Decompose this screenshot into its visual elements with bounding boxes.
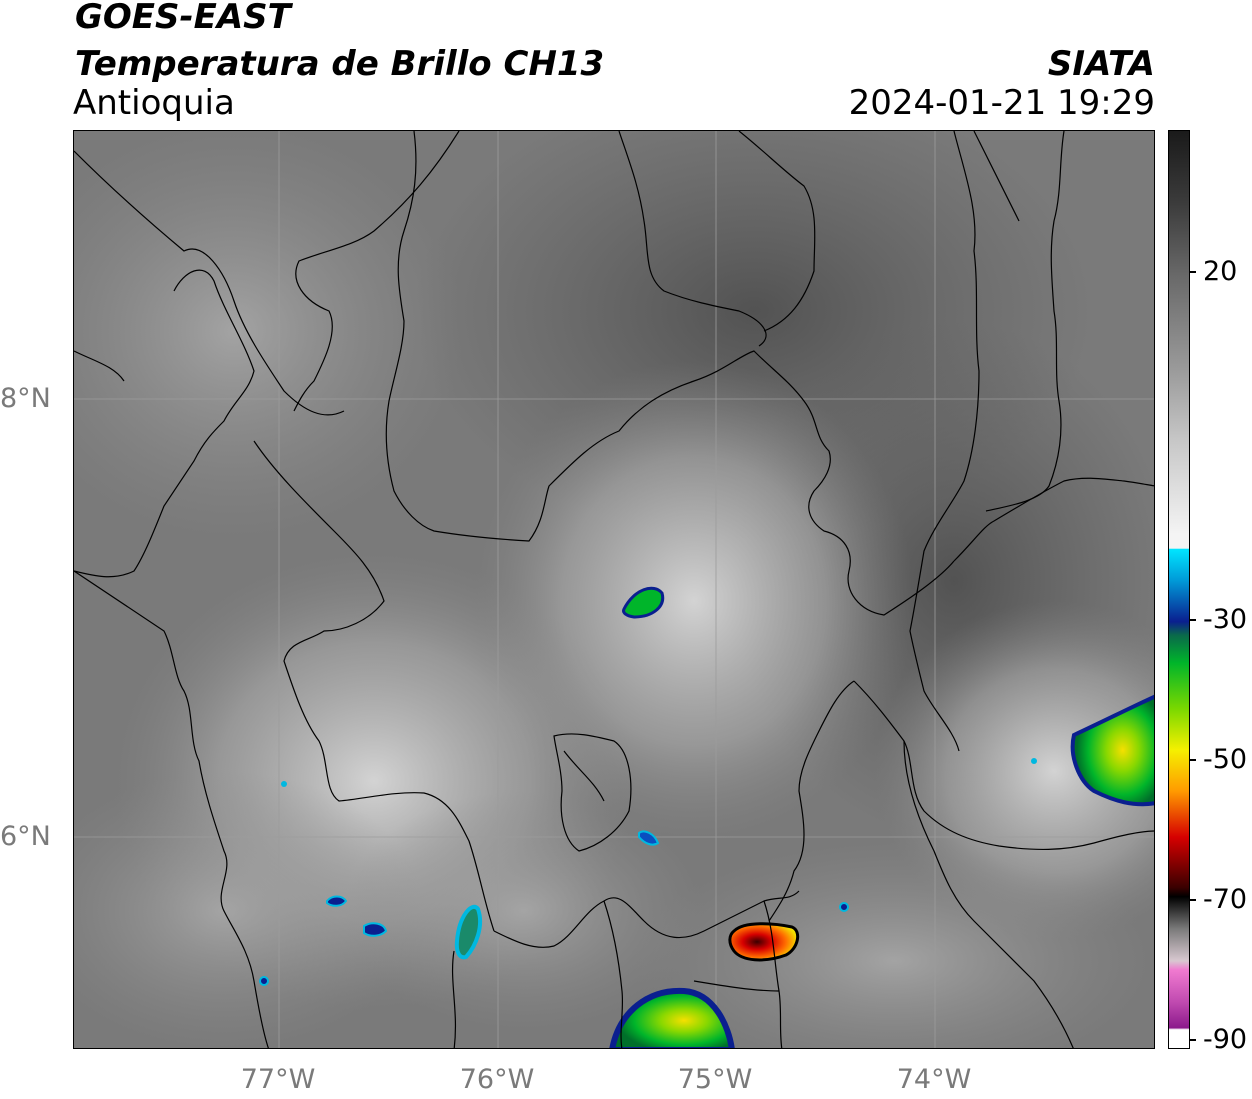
lon-label-74w: 74°W: [896, 1064, 972, 1095]
agency-label: SIATA: [1047, 44, 1155, 84]
lat-label-6n: 6°N: [0, 821, 51, 852]
colorbar-label-20: 20: [1203, 256, 1238, 287]
colorbar-tick: [1189, 899, 1196, 901]
lon-label-76w: 76°W: [459, 1064, 535, 1095]
satellite-map: [73, 130, 1155, 1049]
boundaries: [74, 131, 1154, 1048]
datetime-label: 2024-01-21 19:29: [848, 83, 1155, 123]
product-title: Temperatura de Brillo CH13: [75, 44, 605, 84]
colorbar-label-minus30: -30: [1203, 604, 1248, 635]
lon-label-77w: 77°W: [240, 1064, 316, 1095]
lon-label-75w: 75°W: [677, 1064, 753, 1095]
satellite-title: GOES-EAST: [75, 0, 291, 37]
brightness-temperature-field: [74, 131, 1154, 1048]
temperature-colorbar: [1168, 130, 1190, 1049]
colorbar-label-minus70: -70: [1203, 884, 1248, 915]
colorbar-tick: [1189, 619, 1196, 621]
colorbar-label-minus90: -90: [1203, 1024, 1248, 1055]
colorbar-tick: [1189, 271, 1196, 273]
convective-cells: [259, 586, 1154, 1048]
region-label: Antioquia: [73, 83, 235, 123]
colorbar-tick: [1189, 1039, 1196, 1041]
graticule: [74, 131, 1154, 1048]
colorbar-label-minus50: -50: [1203, 744, 1248, 775]
colorbar-tick: [1189, 759, 1196, 761]
lat-label-8n: 8°N: [0, 383, 51, 414]
